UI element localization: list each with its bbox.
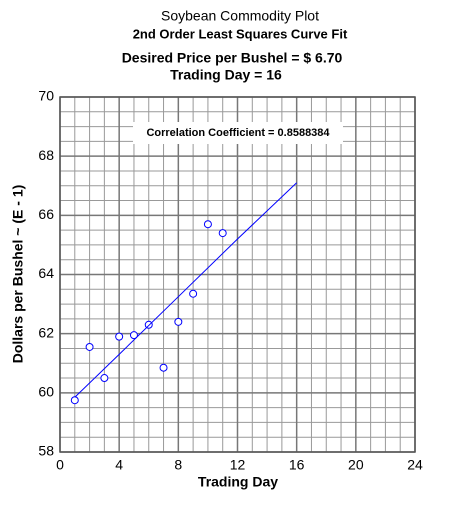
- chart-subtitle: 2nd Order Least Squares Curve Fit: [133, 26, 348, 41]
- data-point: [100, 374, 109, 383]
- y-tick-label: 58: [38, 443, 54, 459]
- y-tick-label: 66: [38, 206, 54, 222]
- x-tick-label: 24: [407, 457, 423, 473]
- data-point: [174, 317, 183, 326]
- x-tick-label: 8: [174, 457, 182, 473]
- y-axis-label: Dollars per Bushel ~ (E - 1): [10, 185, 26, 364]
- y-tick-label: 64: [38, 265, 54, 281]
- x-tick-label: 4: [115, 457, 123, 473]
- data-point: [70, 396, 79, 405]
- x-tick-label: 20: [348, 457, 364, 473]
- data-point: [129, 331, 138, 340]
- plot-frame: [59, 96, 416, 453]
- y-tick-label: 70: [38, 88, 54, 104]
- data-point: [189, 289, 198, 298]
- data-point: [218, 229, 227, 238]
- x-tick-label: 0: [56, 457, 64, 473]
- trading-day: Trading Day = 16: [170, 67, 282, 83]
- y-tick-label: 60: [38, 384, 54, 400]
- desired-price: Desired Price per Bushel = $ 6.70: [122, 50, 343, 66]
- data-point: [203, 220, 212, 229]
- data-point: [85, 342, 94, 351]
- x-axis-label: Trading Day: [198, 474, 278, 490]
- y-tick-label: 68: [38, 147, 54, 163]
- y-tick-label: 62: [38, 324, 54, 340]
- x-tick-label: 12: [230, 457, 246, 473]
- data-point: [159, 363, 168, 372]
- annotation-box: [133, 122, 343, 144]
- x-tick-label: 16: [289, 457, 305, 473]
- chart-title: Soybean Commodity Plot: [161, 8, 319, 24]
- data-point: [115, 332, 124, 341]
- fit-line: [74, 182, 298, 398]
- annotation: Correlation Coefficient = 0.8588384: [146, 127, 330, 139]
